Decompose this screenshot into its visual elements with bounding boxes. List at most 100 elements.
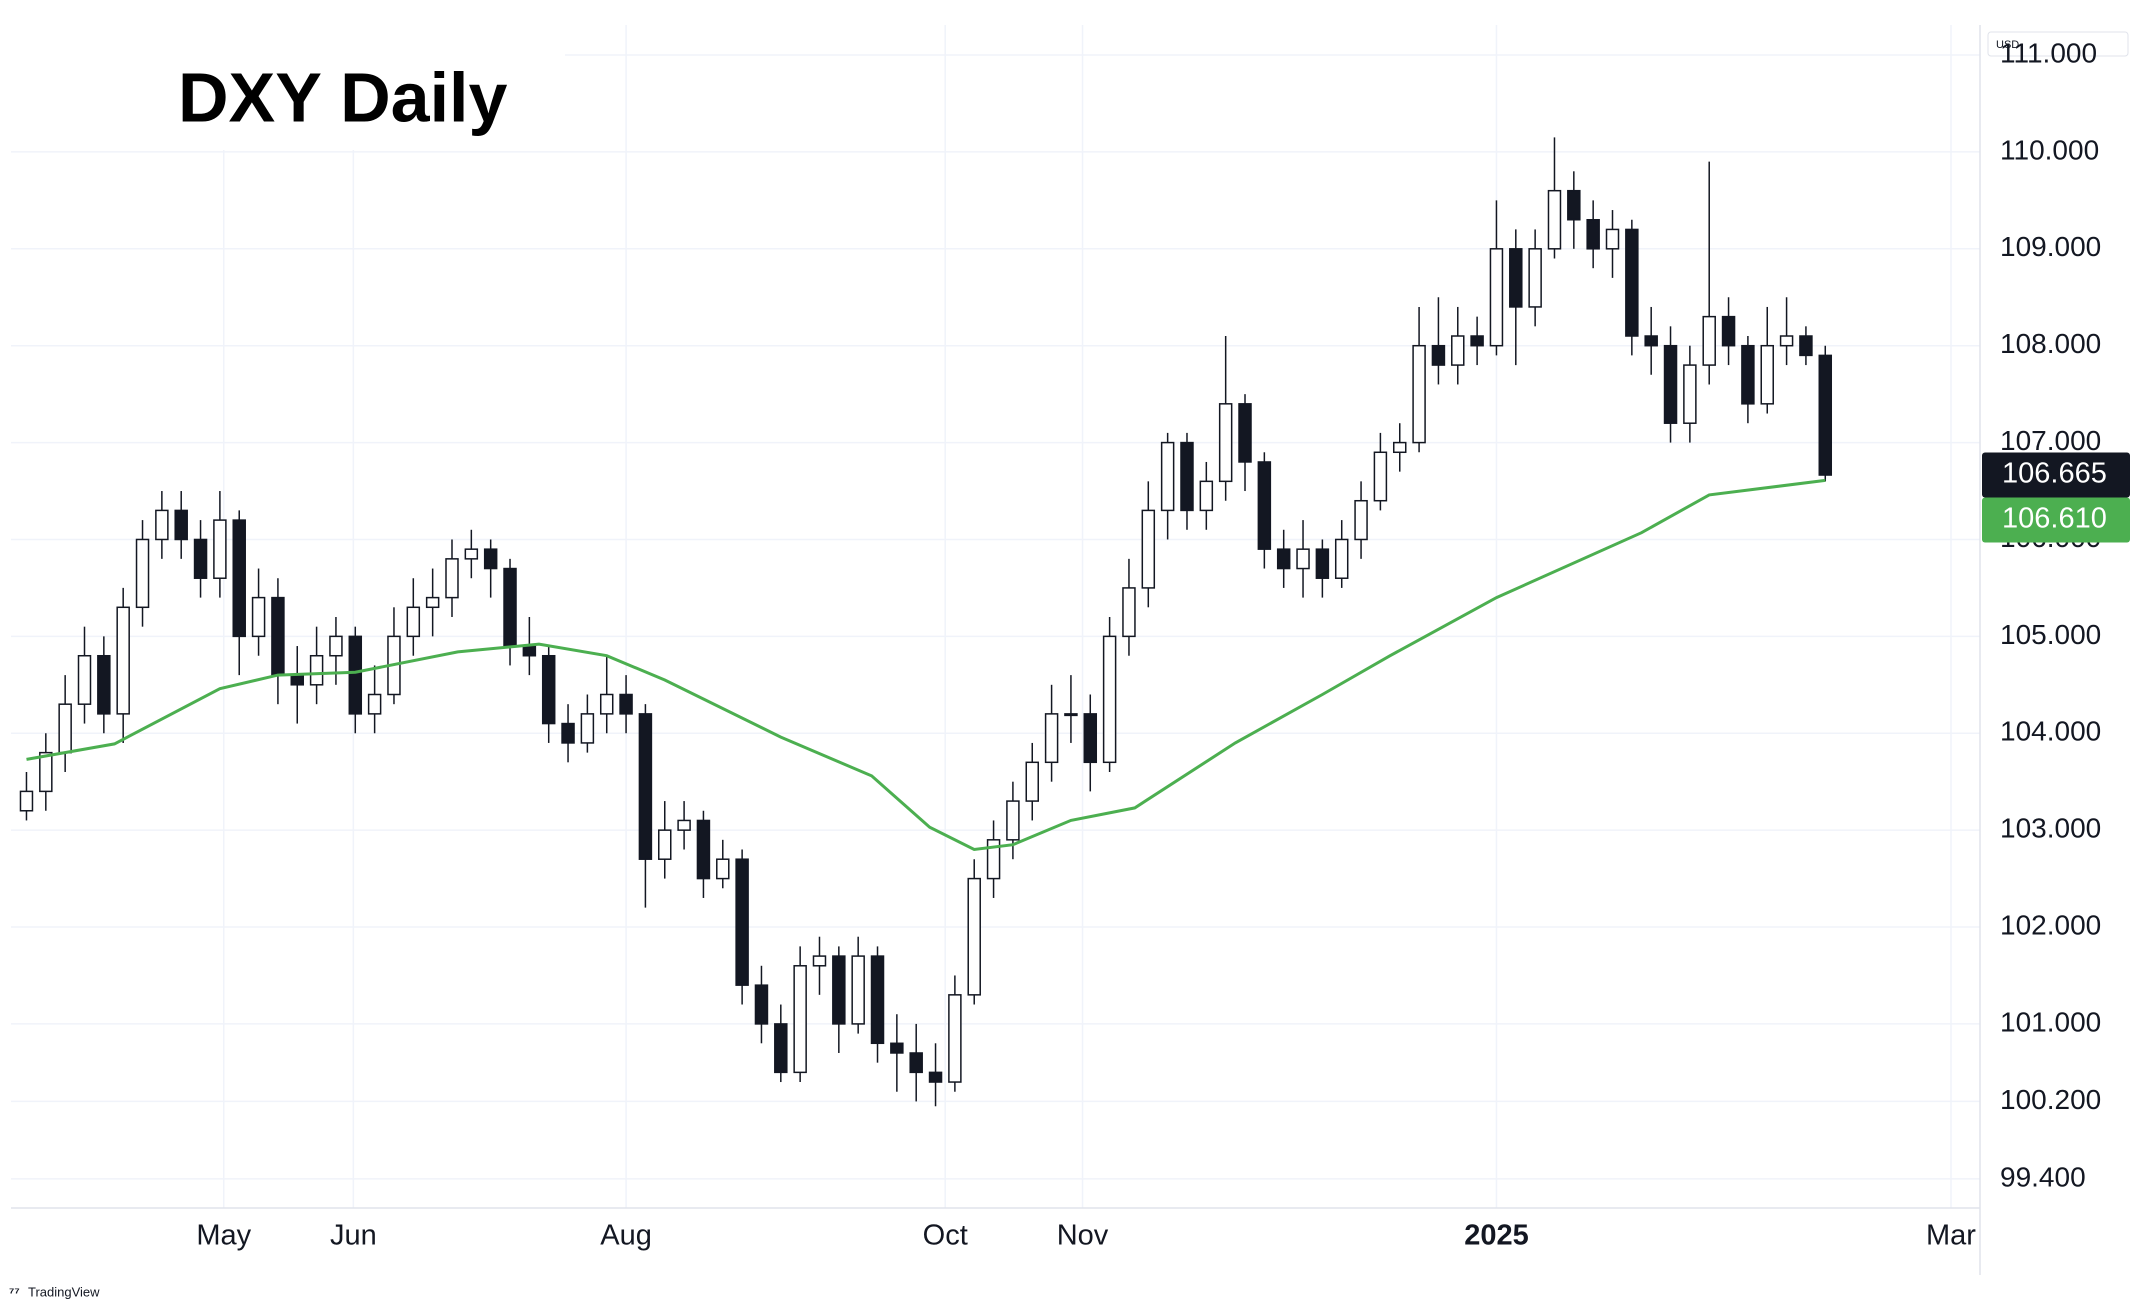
candle-body — [1567, 189, 1581, 221]
candle-body — [1663, 344, 1678, 424]
candle-body — [1489, 248, 1504, 347]
candle-body — [1760, 344, 1774, 405]
candle-body — [658, 829, 672, 860]
candle-body — [561, 722, 575, 744]
grid — [11, 25, 1980, 1208]
last-price-label: 106.665 — [2002, 458, 2107, 490]
candle-body — [677, 819, 691, 831]
y-tick-label: 109.000 — [2000, 231, 2101, 262]
candle-body — [1025, 761, 1039, 802]
candle-body — [1044, 713, 1059, 764]
candle-body — [1218, 403, 1233, 483]
candle-body — [1064, 713, 1078, 717]
candle-body — [909, 1052, 923, 1074]
candle-body — [1721, 315, 1736, 347]
candle-body — [638, 713, 653, 860]
candle-body — [1741, 344, 1755, 405]
candle-body — [793, 965, 807, 1074]
candle-body — [1547, 189, 1562, 250]
candle-body — [155, 509, 169, 541]
candle-body — [948, 994, 962, 1083]
candle-body — [735, 858, 749, 986]
candle-body — [1083, 713, 1098, 764]
y-tick-label: 101.000 — [2000, 1006, 2101, 1037]
y-tick-label: 104.000 — [2000, 716, 2101, 747]
candle-body — [464, 548, 479, 560]
candle-body — [1199, 480, 1214, 512]
candle-body — [97, 654, 111, 715]
candle-body — [832, 955, 846, 1025]
candle-body — [19, 790, 34, 812]
candle-body — [1431, 344, 1446, 366]
candle-body — [1238, 403, 1252, 463]
candle-body — [1296, 548, 1310, 570]
y-axis: 111.000110.000109.000108.000107.000106.0… — [1982, 37, 2130, 1192]
y-tick-label: 102.000 — [2000, 909, 2101, 940]
candle-body — [967, 877, 981, 996]
y-tick-label: 110.000 — [2000, 134, 2099, 165]
candle-body — [1702, 315, 1716, 366]
candle-body — [580, 713, 595, 744]
candle-body — [522, 645, 537, 657]
candle-body — [1373, 451, 1388, 502]
candle-body — [406, 606, 421, 638]
moving-average-line — [26, 478, 1826, 852]
ma-price-label: 106.610 — [2002, 503, 2107, 535]
candle-body — [1644, 335, 1658, 347]
candle-body — [329, 635, 343, 657]
candle-body — [271, 596, 285, 676]
x-axis: May Jun Aug Oct Nov 2025 Mar — [196, 1220, 1976, 1252]
y-tick-label: 107.000 — [2000, 425, 2101, 456]
candle-body — [290, 674, 305, 686]
candle-body — [1257, 461, 1272, 550]
candle-body — [367, 693, 382, 715]
candle-body — [116, 606, 130, 715]
candle-body — [928, 1071, 943, 1083]
y-tick-label: 108.000 — [2000, 328, 2101, 359]
candle-body — [1180, 441, 1194, 512]
candle-body — [774, 1023, 788, 1074]
candle-body — [1102, 635, 1117, 764]
candle-body — [1818, 354, 1833, 476]
currency-label: USD — [1996, 39, 2019, 51]
x-tick-label: Mar — [1926, 1220, 1976, 1252]
candle-body — [1354, 499, 1368, 541]
candle-body — [812, 955, 827, 967]
candle-body — [1160, 441, 1175, 512]
candle-body — [251, 596, 266, 638]
candle-body — [1799, 335, 1813, 357]
candle-body — [1451, 335, 1465, 366]
candle-body — [1315, 548, 1330, 579]
candle-body — [193, 538, 208, 579]
x-tick-label: Jun — [330, 1220, 377, 1252]
candle-body — [1586, 218, 1600, 250]
title-backdrop — [0, 0, 565, 150]
candle-body — [39, 751, 53, 793]
brand-logo: ⁷⁷ — [9, 1284, 20, 1299]
candle-body — [851, 955, 865, 1025]
candle-body — [1412, 344, 1426, 444]
x-tick-label: 2025 — [1464, 1220, 1529, 1252]
candle-body — [1392, 441, 1407, 454]
y-tick-label: 100.200 — [2000, 1084, 2101, 1115]
candle-body — [425, 596, 440, 609]
candle-body — [870, 955, 885, 1045]
candle-body — [599, 693, 614, 715]
x-tick-label: May — [196, 1220, 251, 1252]
candle-body — [77, 654, 92, 705]
candle-body — [890, 1042, 904, 1054]
candle-body — [716, 858, 730, 880]
x-tick-label: Aug — [600, 1220, 652, 1252]
candle-body — [348, 635, 363, 715]
y-tick-label: 99.400 — [2000, 1161, 2086, 1192]
candle-body — [986, 839, 1001, 880]
candle-body — [1509, 248, 1523, 308]
candle-body — [1470, 335, 1484, 347]
candle-body — [1779, 335, 1794, 347]
candle-body — [58, 703, 72, 754]
candle-body — [1625, 228, 1639, 337]
candle-body — [619, 693, 633, 715]
chart-title: DXY Daily — [178, 58, 507, 136]
